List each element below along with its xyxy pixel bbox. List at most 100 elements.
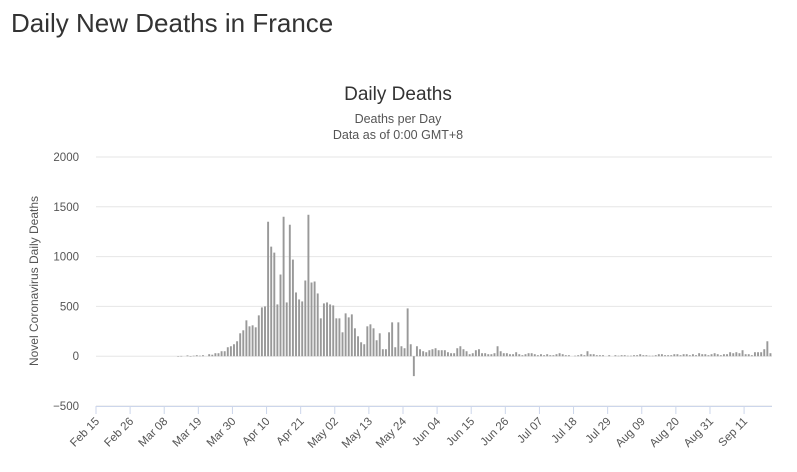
bar: [496, 346, 499, 357]
bar: [267, 221, 270, 357]
bar: [291, 259, 294, 357]
bar: [623, 355, 626, 357]
y-tick-label: 2000: [53, 152, 79, 164]
bar: [431, 349, 434, 357]
x-tick-label: Aug 31: [682, 416, 716, 450]
bar: [313, 281, 316, 357]
x-tick-label: May 13: [340, 416, 375, 451]
chart-subtitle-line-1: Deaths per Day: [355, 112, 443, 126]
bar: [233, 344, 235, 357]
bar: [372, 328, 375, 357]
bar: [391, 322, 394, 357]
bar: [499, 351, 502, 357]
bar: [521, 355, 524, 357]
bar: [329, 304, 332, 357]
bar: [515, 352, 518, 357]
bar: [620, 355, 623, 357]
bar: [326, 302, 328, 357]
bar: [403, 348, 406, 357]
bar: [434, 348, 437, 357]
x-tick-label: Jul 29: [584, 416, 614, 446]
bar: [307, 214, 310, 357]
bar: [192, 355, 195, 357]
bar: [574, 355, 577, 357]
bar: [598, 355, 601, 357]
y-tick-label: 500: [60, 301, 79, 313]
bar: [577, 355, 580, 357]
chart-title: Daily Deaths: [344, 84, 452, 105]
bar: [270, 246, 273, 357]
bar: [366, 326, 369, 357]
bar: [298, 299, 301, 357]
bar: [673, 354, 676, 357]
bar: [602, 355, 604, 357]
bars: [177, 214, 772, 377]
bar: [527, 353, 530, 357]
bar: [722, 354, 725, 357]
bar: [654, 355, 657, 357]
bar: [428, 350, 431, 357]
bar: [217, 353, 220, 357]
bar: [710, 354, 713, 357]
bar: [478, 349, 480, 357]
bar: [295, 292, 297, 357]
bar: [704, 354, 707, 357]
bar: [769, 353, 772, 357]
x-tick-label: Mar 08: [137, 416, 171, 450]
bar: [729, 352, 732, 357]
bar: [285, 302, 288, 357]
grid-lines: [96, 156, 772, 407]
bar: [592, 354, 595, 357]
bar: [633, 355, 635, 357]
bar: [701, 354, 704, 357]
bar: [679, 355, 682, 357]
bar: [369, 324, 372, 357]
bar: [242, 330, 245, 357]
bar: [636, 355, 639, 357]
bar: [564, 355, 567, 357]
bar: [552, 355, 555, 357]
bar: [493, 353, 496, 357]
x-tick-label: Jun 04: [410, 415, 443, 448]
x-tick-labels: Feb 15 Feb 26 Mar 08 Mar 19 Mar 30 Apr 10 Apr …: [68, 415, 750, 451]
bar: [716, 354, 719, 357]
y-tick-label: 0: [73, 351, 79, 363]
y-tick-labels: 2000 1500 1000 500 0 −500: [53, 152, 79, 413]
bar: [304, 280, 307, 357]
bar: [425, 352, 428, 357]
x-tick-label: May 24: [374, 415, 410, 451]
bar: [189, 356, 192, 357]
bar: [533, 354, 536, 357]
bar: [518, 354, 521, 357]
bar: [676, 354, 679, 357]
bar: [474, 350, 477, 357]
bar: [446, 352, 449, 357]
bar: [484, 353, 487, 357]
bar: [555, 354, 558, 357]
bar: [214, 353, 217, 357]
bar: [186, 355, 189, 357]
bar: [549, 355, 552, 357]
bar: [691, 354, 694, 357]
bar: [540, 354, 542, 357]
bar: [375, 340, 378, 357]
bar: [208, 354, 211, 357]
bar: [202, 355, 204, 357]
bar: [229, 346, 232, 357]
bar: [629, 355, 632, 357]
bar: [381, 349, 384, 357]
bar: [642, 355, 645, 357]
bar: [645, 355, 648, 357]
bar: [695, 355, 697, 357]
bar: [273, 252, 276, 357]
bar: [419, 349, 421, 357]
bar: [254, 327, 257, 357]
bar: [481, 353, 484, 357]
bar: [583, 355, 586, 357]
bar: [753, 352, 756, 357]
bar: [546, 354, 549, 357]
bar: [626, 355, 629, 357]
bar: [226, 347, 229, 357]
bar: [459, 346, 462, 357]
